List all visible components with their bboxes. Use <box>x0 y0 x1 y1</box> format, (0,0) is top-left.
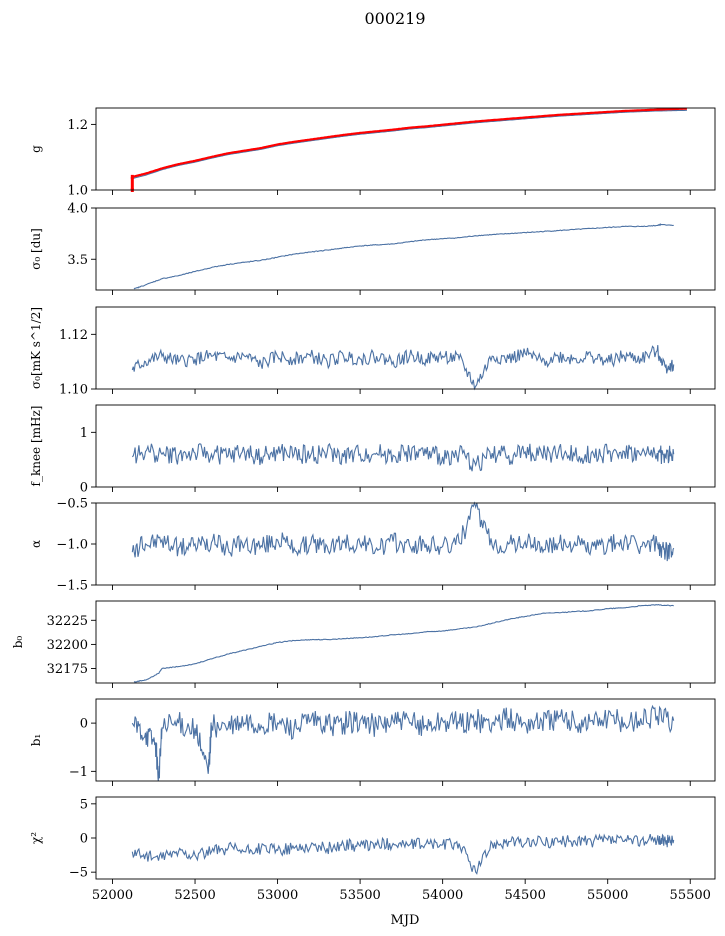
y-axis-label-8: χ² <box>29 832 43 844</box>
axes-frame-3 <box>95 306 716 390</box>
subplot-5: −1.5 −1.0 −0.5 α <box>29 497 716 594</box>
series-line-8-1 <box>131 833 675 875</box>
x-tick-label-8: 55500 <box>670 888 711 903</box>
y-tick-label-7-1: −1 <box>69 765 88 780</box>
series-line-4-1 <box>131 442 675 472</box>
subplot-7: −1 0 b₁ <box>29 698 716 786</box>
figure-title: 000219 <box>364 9 425 28</box>
y-tick-label-6-3: 32225 <box>47 614 88 629</box>
y-axis-label-3: σ₀[mK s^1/2] <box>29 307 43 389</box>
subplot-6: 32175 32200 32225 b₀ <box>11 600 716 688</box>
x-tick-label-1: 52000 <box>92 888 133 903</box>
subplot-8: −5 0 5 52000 52500 53000 53500 54000 54500 55000 5… <box>29 796 716 903</box>
y-tick-label-4-1: 0 <box>80 481 88 496</box>
y-axis-label-4: f_knee [mHz] <box>29 406 43 487</box>
series-line-1-1 <box>132 109 687 180</box>
y-tick-label-3-1: 1.10 <box>59 383 88 398</box>
series-line-3-1 <box>131 345 675 391</box>
subplot-1: 1.0 1.2 g <box>29 107 716 199</box>
y-tick-label-8-3: 5 <box>80 797 88 812</box>
axes-frame-6 <box>95 600 716 684</box>
x-tick-label-3: 53000 <box>257 888 298 903</box>
series-line-5-1 <box>131 501 675 562</box>
axes-frame-4 <box>95 404 716 488</box>
axes-frame-1 <box>95 107 716 191</box>
y-axis-label-5: α <box>29 540 43 548</box>
series-line-2-1 <box>133 223 674 290</box>
y-axis-label-6: b₀ <box>11 636 25 649</box>
subplot-3: 1.10 1.12 σ₀[mK s^1/2] <box>29 306 716 398</box>
y-tick-label-5-1: −1.5 <box>56 579 88 594</box>
y-tick-label-7-2: 0 <box>80 717 88 732</box>
y-tick-label-3-2: 1.12 <box>59 328 88 343</box>
x-tick-label-7: 55000 <box>587 888 628 903</box>
y-tick-label-5-3: −0.5 <box>56 497 88 512</box>
axes-frame-7 <box>95 698 716 782</box>
subplot-2: 3.5 4.0 σ₀ [du] <box>29 202 716 295</box>
x-tick-label-2: 52500 <box>174 888 215 903</box>
y-tick-label-8-1: −5 <box>69 866 88 881</box>
series-line-6-1 <box>133 604 674 683</box>
y-tick-label-5-2: −1.0 <box>56 538 88 553</box>
x-tick-label-6: 54500 <box>504 888 545 903</box>
y-tick-label-8-2: 0 <box>80 832 88 847</box>
subplot-4: 0 1 f_knee [mHz] <box>29 404 716 496</box>
y-tick-label-2-1: 3.5 <box>67 253 88 268</box>
x-tick-label-5: 54000 <box>422 888 463 903</box>
y-axis-label-1: g <box>29 145 43 153</box>
gain-fit-line <box>131 107 687 178</box>
x-tick-label-4: 53500 <box>339 888 380 903</box>
axes-frame-2 <box>95 207 716 291</box>
y-axis-label-2: σ₀ [du] <box>29 228 43 270</box>
y-tick-label-1-2: 1.2 <box>67 118 88 133</box>
series-line-7-1 <box>131 704 675 782</box>
x-axis-label: MJD <box>391 913 420 928</box>
y-tick-label-6-1: 32175 <box>47 662 88 677</box>
y-tick-label-6-2: 32200 <box>47 638 88 653</box>
y-tick-label-2-2: 4.0 <box>67 202 88 217</box>
y-axis-label-7: b₁ <box>29 734 43 747</box>
subplot-stack: 1.0 1.2 g 3.5 4.0 σ₀ [du] 1.10 1.12 σ₀[mK s^1/2]… <box>11 107 716 903</box>
y-tick-label-1-1: 1.0 <box>67 184 88 199</box>
y-tick-label-4-2: 1 <box>80 426 88 441</box>
